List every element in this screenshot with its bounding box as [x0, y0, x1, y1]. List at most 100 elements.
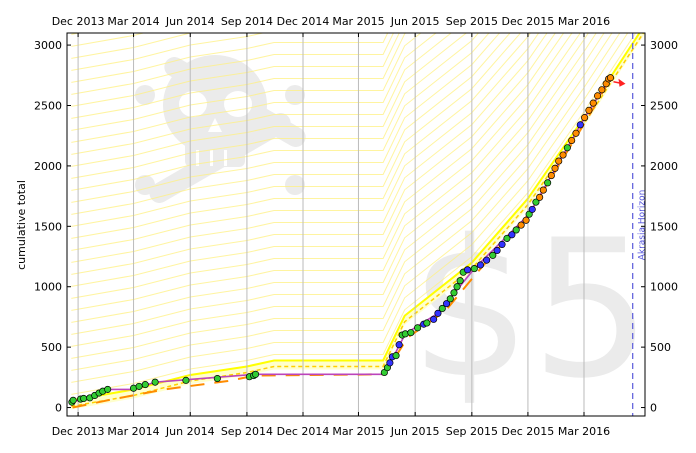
- x-tick-label-top: Dec 2013: [52, 15, 105, 28]
- y-tick-label-right: 500: [650, 341, 671, 354]
- guideline: [71, 33, 194, 59]
- x-tick-label-bottom: Sep 2014: [221, 425, 273, 438]
- data-point: [551, 164, 559, 172]
- data-point: [493, 246, 501, 255]
- guideline: [71, 33, 621, 371]
- data-points: [68, 74, 626, 406]
- guideline: [71, 33, 637, 395]
- guideline: [71, 33, 522, 227]
- y-tick-label-left: 500: [41, 341, 62, 354]
- guideline: [71, 33, 468, 167]
- data-point: [476, 261, 485, 269]
- y-tick-label-left: 0: [55, 402, 62, 415]
- guideline: [71, 33, 265, 71]
- data-point: [544, 179, 552, 187]
- guideline: [71, 33, 613, 359]
- guideline: [71, 33, 556, 275]
- guideline: [71, 33, 407, 119]
- y-axis-right: 0 500 1000 1500 2000 2500 3000: [641, 39, 678, 415]
- data-point: [563, 144, 571, 152]
- x-tick-label-top: Sep 2015: [446, 15, 498, 28]
- guideline: [71, 33, 540, 251]
- guideline: [71, 33, 501, 203]
- data-point: [453, 283, 461, 291]
- data-point: [555, 157, 563, 165]
- y-axis-left: 0 500 1000 1500 2000 2500 3000: [34, 39, 71, 415]
- data-point: [470, 265, 478, 273]
- data-point: [508, 231, 516, 239]
- guideline: [71, 33, 573, 299]
- data-point: [532, 198, 540, 206]
- guideline: [71, 33, 629, 383]
- guideline: [71, 33, 548, 263]
- guideline: [71, 33, 597, 335]
- data-point: [589, 99, 597, 107]
- x-tick-label-top: Jun 2015: [390, 15, 440, 28]
- x-tick-label-bottom: Jun 2014: [165, 425, 215, 438]
- guideline: [71, 33, 395, 95]
- y-tick-label-left: 2500: [34, 99, 62, 112]
- x-tick-label-bottom: Mar 2015: [332, 425, 384, 438]
- data-point: [559, 151, 567, 159]
- x-tick-label-bottom: Jun 2015: [390, 425, 440, 438]
- guideline: [71, 33, 452, 155]
- data-point: [423, 319, 431, 327]
- guideline: [71, 33, 389, 83]
- data-point: [69, 396, 77, 404]
- data-point: [522, 216, 530, 224]
- y-tick-label-left: 3000: [34, 39, 62, 52]
- data-point: [539, 186, 547, 194]
- data-point: [498, 240, 506, 248]
- data-point: [443, 300, 451, 308]
- data-point: [463, 266, 472, 274]
- pledge-watermark: $5: [410, 199, 652, 420]
- x-tick-label-top: Mar 2016: [558, 15, 610, 28]
- x-tick-label-top: Mar 2015: [332, 15, 384, 28]
- y-tick-label-right: 2500: [650, 99, 678, 112]
- x-tick-label-bottom: Dec 2013: [52, 425, 105, 438]
- x-tick-label-top: Dec 2015: [502, 15, 555, 28]
- x-tick-label-bottom: Mar 2016: [558, 425, 610, 438]
- road-upper-edge: [71, 33, 641, 402]
- data-point: [503, 234, 511, 242]
- skull-watermark-icon: [135, 55, 306, 203]
- guidelines: [71, 33, 637, 395]
- y-tick-label-right: 3000: [650, 39, 678, 52]
- y-tick-label-left: 1000: [34, 281, 62, 294]
- akrasia-horizon: Akrasia Horizon: [632, 33, 648, 416]
- data-point: [395, 341, 403, 349]
- data-point: [446, 295, 454, 303]
- x-tick-label-top: Mar 2014: [107, 15, 159, 28]
- data-point: [512, 226, 520, 234]
- data-point: [594, 92, 602, 100]
- y-tick-label-right: 2000: [650, 160, 678, 173]
- y-tick-label-right: 1500: [650, 220, 678, 233]
- data-point: [80, 394, 88, 403]
- guideline: [71, 33, 480, 179]
- akrasia-horizon-label: Akrasia Horizon: [638, 190, 648, 261]
- x-tick-label-bottom: Mar 2014: [107, 425, 159, 438]
- x-tick-label-top: Jun 2014: [165, 15, 215, 28]
- x-tick-label-top: Dec 2014: [277, 15, 330, 28]
- y-axis-label: cumulative total: [15, 180, 28, 270]
- data-point: [141, 381, 149, 389]
- data-point: [456, 277, 464, 285]
- data-point: [568, 136, 576, 145]
- guideline: [71, 33, 437, 143]
- guideline: [71, 33, 565, 287]
- x-tick-label-bottom: Dec 2015: [502, 425, 555, 438]
- data-point: [252, 370, 260, 378]
- data-point: [598, 86, 606, 94]
- y-tick-label-right: 0: [650, 402, 657, 415]
- data-point: [135, 382, 143, 390]
- data-point: [438, 304, 446, 313]
- x-tick-label-bottom: Dec 2014: [277, 425, 330, 438]
- x-axis-top: Dec 2013 Mar 2014 Jun 2014 Sep 2014 Dec 2014…: [52, 15, 610, 37]
- data-point: [547, 172, 555, 180]
- data-point: [182, 376, 190, 384]
- data-point: [576, 121, 584, 129]
- data-point: [414, 324, 422, 332]
- guideline: [71, 33, 531, 239]
- yellow-brick-road: [71, 33, 645, 410]
